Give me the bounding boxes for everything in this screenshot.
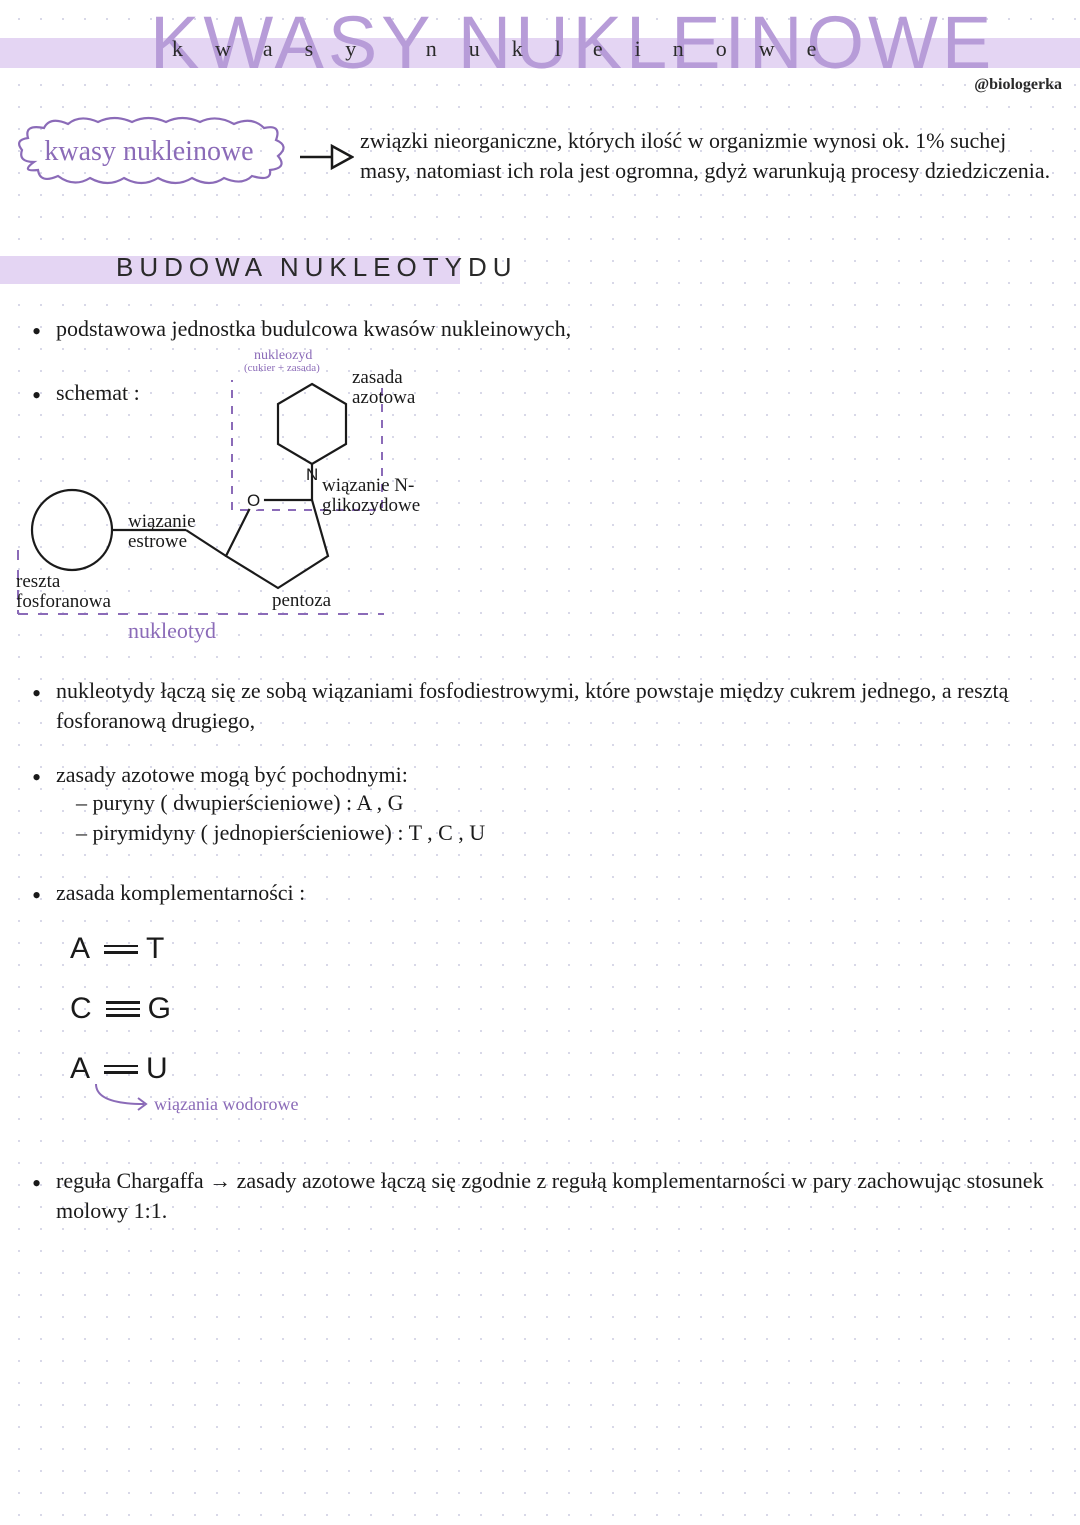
label-estrowe: wiązanie estrowe [128, 512, 218, 552]
bullet-pochodne: zasady azotowe mogą być pochodnymi: [56, 760, 408, 790]
label-glikozydowe: wiązanie N-glikozydowe [322, 476, 442, 516]
cloud-label: kwasy nukleinowe [44, 136, 253, 168]
annotation-wodorowe: wiązania wodorowe [154, 1094, 298, 1115]
bullet-basic-unit: podstawowa jednostka budulcowa kwasów nu… [56, 314, 571, 344]
pair-au: A U [70, 1052, 174, 1086]
pair-cg-right: G [148, 992, 177, 1026]
label-zasada: zasada azotowa [352, 368, 432, 408]
section-heading: BUDOWA NUKLEOTYDU [116, 252, 518, 283]
bullet-komplementarnosc: zasada komplementarności : [56, 878, 305, 908]
label-reszta: reszta fosforanowa [16, 572, 136, 612]
nucleotide-diagram: N O nukleozyd (cukier + zasada) zasada a… [16, 380, 436, 630]
author-tag: @biologerka [974, 76, 1062, 94]
pair-cg: C G [70, 992, 177, 1026]
pair-at-left: A [70, 932, 96, 966]
pair-at-right: T [146, 932, 170, 966]
pair-at-bonds [104, 945, 138, 954]
pair-cg-bonds [106, 1001, 140, 1017]
chargaff-label: reguła Chargaffa → [56, 1168, 231, 1193]
svg-text:O: O [247, 491, 260, 510]
pair-at: A T [70, 932, 170, 966]
label-nukleozyd-sub: (cukier + zasada) [244, 362, 320, 374]
arrow-icon [298, 142, 354, 172]
title-spaced: kwasy nukleinowe [172, 36, 848, 62]
pair-cg-left: C [70, 992, 98, 1026]
bullet-chargaff: reguła Chargaffa → zasady azotowe łączą … [56, 1166, 1066, 1225]
label-pentoza: pentoza [272, 590, 331, 612]
intro-text: związki nieorganiczne, których ilość w o… [360, 126, 1060, 185]
pair-au-right: U [146, 1052, 174, 1086]
pair-au-bonds [104, 1065, 138, 1074]
sub-pirymidyny: – pirymidyny ( jednopierścieniowe) : T ,… [76, 820, 485, 846]
pair-au-left: A [70, 1052, 96, 1086]
bullet-fosfodiestrowe: nukleotydy łączą się ze sobą wiązaniami … [56, 676, 1056, 735]
cloud-bubble: kwasy nukleinowe [14, 122, 284, 182]
sub-puryny: – puryny ( dwupierścieniowe) : A , G [76, 790, 404, 816]
label-nukleotyd: nukleotyd [128, 618, 216, 644]
annotation-arrow-icon [90, 1082, 150, 1112]
